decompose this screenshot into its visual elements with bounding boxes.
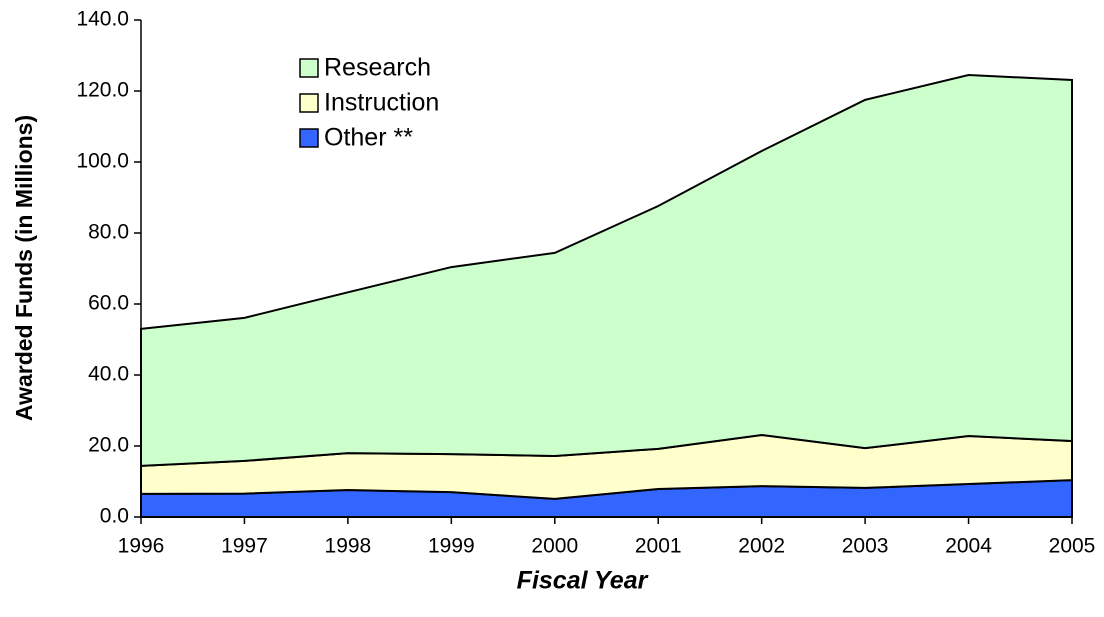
x-axis-title: Fiscal Year	[517, 567, 649, 595]
y-tick-label: 20.0	[88, 434, 129, 457]
x-tick-label: 1997	[221, 535, 268, 558]
y-axis-title: Awarded Funds (in Millions)	[11, 115, 37, 421]
legend-label: Instruction	[324, 89, 439, 117]
x-tick-label: 1998	[325, 535, 372, 558]
x-tick-label: 2004	[945, 535, 992, 558]
x-tick-label: 2005	[1049, 535, 1096, 558]
y-tick-label: 60.0	[88, 292, 129, 315]
y-tick-label: 40.0	[88, 363, 129, 386]
legend-swatch	[299, 58, 319, 78]
legend-label: Research	[324, 54, 431, 82]
x-tick-label: 2002	[738, 535, 785, 558]
area	[140, 74, 1073, 467]
legend-label: Other **	[324, 124, 413, 152]
y-tick-label: 100.0	[76, 150, 129, 173]
legend-swatch	[299, 93, 319, 113]
x-tick-label: 1996	[118, 535, 165, 558]
x-tick-label: 2000	[531, 535, 578, 558]
y-tick-label: 140.0	[76, 8, 129, 31]
x-tick-label: 2001	[635, 535, 682, 558]
y-tick-label: 120.0	[76, 79, 129, 102]
x-tick-label: 1999	[428, 535, 475, 558]
y-tick-label: 0.0	[100, 505, 129, 528]
y-tick-label: 80.0	[88, 221, 129, 244]
legend-swatch	[299, 128, 319, 148]
x-tick-label: 2003	[842, 535, 889, 558]
